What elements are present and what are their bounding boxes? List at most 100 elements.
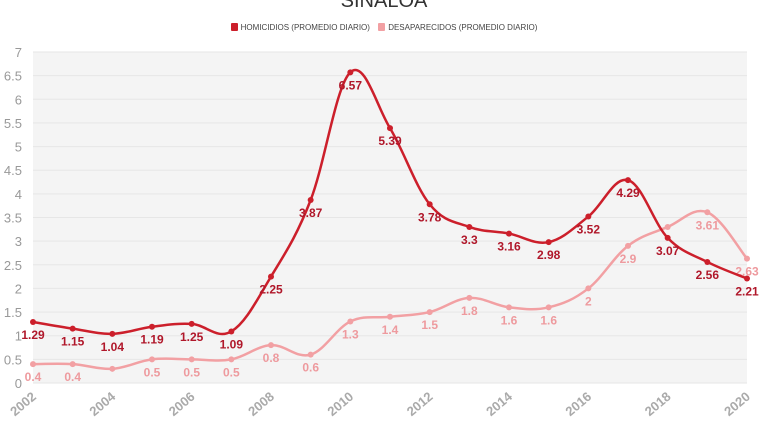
- data-point: [625, 177, 631, 184]
- data-point: [744, 275, 750, 282]
- data-point: [506, 304, 512, 311]
- data-point: [149, 323, 155, 330]
- data-label: 0.6: [302, 361, 319, 375]
- legend-item-homicidios[interactable]: HOMICIDIOS (PROMEDIO DIARIO): [230, 23, 370, 32]
- x-tick-label: 2016: [562, 389, 594, 419]
- data-label: 0.8: [263, 351, 280, 365]
- data-point: [545, 239, 552, 246]
- data-label: 5.39: [378, 134, 402, 148]
- x-tick-label: 2010: [324, 389, 356, 419]
- x-tick-label: 2014: [483, 388, 515, 419]
- data-label: 3.52: [577, 223, 601, 237]
- data-point: [506, 230, 512, 237]
- y-tick-label: 3.5: [4, 211, 22, 226]
- data-point: [744, 255, 750, 262]
- data-label: 1.09: [220, 337, 244, 351]
- data-point: [69, 361, 76, 368]
- data-point: [704, 258, 711, 265]
- data-point: [149, 356, 155, 363]
- x-tick-label: 2008: [245, 389, 277, 419]
- data-point: [347, 318, 354, 325]
- data-point: [466, 223, 473, 230]
- y-tick-label: 5.5: [4, 116, 22, 131]
- legend: HOMICIDIOS (PROMEDIO DIARIO) DESAPARECID…: [0, 23, 768, 32]
- data-point: [545, 304, 552, 311]
- data-label: 1.6: [540, 313, 557, 327]
- data-label: 0.5: [223, 365, 240, 379]
- data-label: 2.98: [537, 248, 561, 262]
- data-point: [426, 201, 433, 208]
- data-point: [664, 223, 671, 230]
- legend-item-desaparecidos[interactable]: DESAPARECIDOS (PROMEDIO DIARIO): [378, 23, 537, 32]
- x-tick-label: 2020: [721, 389, 753, 419]
- data-point: [268, 273, 274, 280]
- data-point: [109, 330, 116, 337]
- x-tick-label: 2012: [404, 389, 436, 419]
- data-point: [228, 356, 235, 363]
- data-point: [268, 342, 274, 349]
- data-point: [585, 285, 592, 292]
- data-point: [109, 365, 116, 372]
- data-label: 6.57: [339, 78, 363, 92]
- data-point: [307, 351, 314, 358]
- y-tick-label: 1: [15, 329, 22, 344]
- data-label: 3.61: [696, 218, 720, 232]
- data-point: [704, 209, 711, 216]
- data-point: [387, 313, 393, 320]
- data-label: 1.25: [180, 330, 204, 344]
- y-tick-label: 5: [15, 140, 22, 155]
- data-point: [426, 309, 433, 316]
- data-label: 2.25: [259, 283, 283, 297]
- data-label: 3.3: [461, 233, 478, 247]
- y-tick-label: 4.5: [4, 163, 22, 178]
- data-point: [664, 234, 671, 241]
- data-label: 1.5: [421, 318, 438, 332]
- x-tick-label: 2006: [166, 389, 198, 419]
- data-point: [30, 319, 36, 326]
- data-label: 2.21: [735, 284, 759, 298]
- y-tick-label: 1.5: [4, 305, 22, 320]
- data-point: [69, 325, 76, 332]
- data-label: 1.3: [342, 328, 359, 342]
- x-tick-label: 2018: [642, 389, 674, 419]
- data-point: [347, 69, 354, 76]
- data-label: 1.8: [461, 304, 478, 318]
- y-tick-label: 6: [15, 92, 22, 107]
- y-tick-label: 2: [15, 281, 22, 296]
- chart-title: SINALOA: [340, 0, 428, 12]
- data-label: 3.87: [299, 206, 323, 220]
- data-label: 0.5: [183, 365, 200, 379]
- data-label: 2: [585, 294, 592, 308]
- x-tick-label: 2002: [7, 389, 39, 419]
- y-tick-label: 4: [15, 187, 22, 202]
- data-point: [625, 242, 631, 249]
- data-point: [30, 361, 36, 368]
- legend-label: HOMICIDIOS (PROMEDIO DIARIO): [240, 23, 370, 32]
- data-point: [228, 328, 235, 335]
- data-point: [188, 356, 195, 363]
- data-label: 3.16: [497, 240, 521, 254]
- y-tick-label: 2.5: [4, 258, 22, 273]
- data-point: [307, 197, 314, 204]
- y-tick-label: 0: [15, 376, 22, 391]
- legend-swatch: [230, 23, 238, 31]
- legend-swatch: [378, 23, 386, 31]
- data-label: 3.07: [656, 244, 680, 258]
- y-tick-label: 7: [15, 45, 22, 60]
- data-point: [585, 213, 592, 220]
- data-label: 1.4: [382, 323, 399, 337]
- data-label: 2.9: [620, 252, 637, 266]
- y-tick-label: 6.5: [4, 69, 22, 84]
- data-label: 3.78: [418, 210, 442, 224]
- y-tick-label: 3: [15, 234, 22, 249]
- data-label: 0.5: [144, 365, 161, 379]
- data-point: [466, 294, 473, 301]
- data-label: 1.19: [140, 333, 164, 347]
- data-label: 0.4: [25, 370, 42, 384]
- x-tick-label: 2004: [86, 388, 118, 419]
- data-label: 1.29: [21, 328, 45, 342]
- data-label: 2.56: [696, 268, 720, 282]
- data-label: 4.29: [616, 186, 640, 200]
- legend-label: DESAPARECIDOS (PROMEDIO DIARIO): [388, 23, 538, 32]
